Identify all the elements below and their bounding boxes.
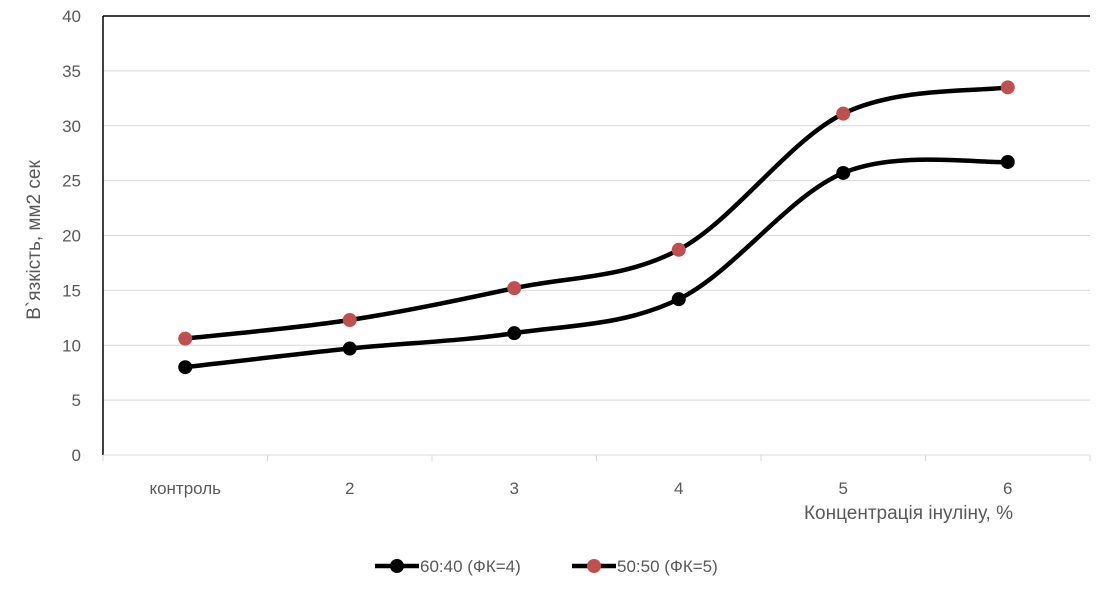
data-point bbox=[342, 341, 357, 356]
x-axis-title: Концентрація інуліну, % bbox=[804, 503, 1013, 524]
data-point bbox=[836, 106, 851, 121]
axes bbox=[102, 15, 1091, 461]
legend-label-1: 60:40 (ФК=4) bbox=[420, 557, 521, 576]
legend: 60:40 (ФК=4) 50:50 (ФК=5) bbox=[375, 557, 718, 576]
data-point bbox=[671, 242, 686, 257]
data-point bbox=[1000, 154, 1015, 169]
y-tick-label: 35 bbox=[62, 62, 81, 81]
y-axis-ticks: 0 5 10 15 20 25 30 35 40 bbox=[62, 7, 81, 465]
data-point bbox=[507, 281, 522, 296]
x-tick-label: контроль bbox=[149, 479, 221, 498]
y-tick-label: 25 bbox=[62, 172, 81, 191]
legend-marker-1 bbox=[390, 559, 404, 573]
legend-label-2: 50:50 (ФК=5) bbox=[617, 557, 718, 576]
y-tick-label: 10 bbox=[62, 336, 81, 355]
gridlines bbox=[103, 15, 1090, 401]
x-axis-ticks: контроль 2 3 4 5 6 bbox=[149, 479, 1012, 498]
data-point bbox=[507, 326, 522, 341]
data-point bbox=[836, 165, 851, 180]
data-point bbox=[178, 360, 193, 375]
series bbox=[178, 80, 1015, 375]
x-tick-label: 4 bbox=[674, 479, 683, 498]
x-tick-label: 6 bbox=[1003, 479, 1012, 498]
y-tick-label: 40 bbox=[62, 7, 81, 26]
data-point bbox=[178, 331, 193, 346]
y-tick-label: 15 bbox=[62, 281, 81, 300]
x-tick-label: 3 bbox=[510, 479, 519, 498]
data-point bbox=[671, 292, 686, 307]
x-tick-label: 2 bbox=[345, 479, 354, 498]
series-line-1 bbox=[183, 157, 1010, 370]
series-line-2 bbox=[183, 85, 1010, 341]
y-axis-title: В`язкість, мм2 сек bbox=[24, 160, 45, 320]
y-tick-label: 30 bbox=[62, 117, 81, 136]
y-tick-label: 5 bbox=[72, 391, 81, 410]
y-tick-label: 0 bbox=[72, 446, 81, 465]
data-point bbox=[342, 313, 357, 328]
data-point bbox=[1000, 80, 1015, 95]
legend-marker-2 bbox=[587, 559, 601, 573]
y-tick-label: 20 bbox=[62, 227, 81, 246]
x-tick-label: 5 bbox=[839, 479, 848, 498]
